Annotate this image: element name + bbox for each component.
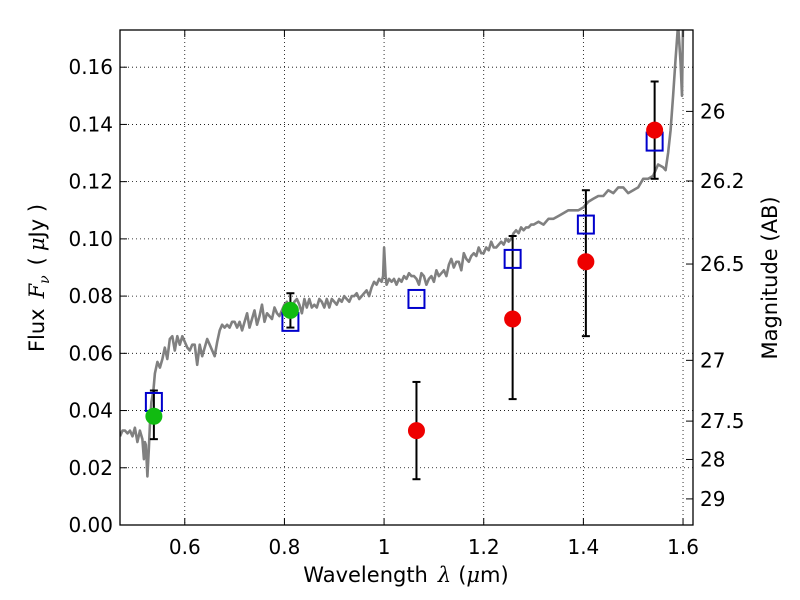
y-axis-subscript: ν [37, 275, 53, 284]
x-axis-symbol: λ [437, 563, 451, 587]
model-point-square [503, 248, 522, 269]
y-axis-label-prefix: Flux [25, 308, 49, 352]
y-tick-label: 0.10 [68, 227, 113, 251]
plot-frame [119, 29, 694, 526]
y-tick-label: 0.04 [68, 399, 113, 423]
y-tick-label: 0.02 [68, 456, 113, 480]
mag-tick-label: 29 [700, 487, 725, 511]
x-tick-label: 1.4 [567, 535, 599, 559]
x-tick-label: 0.8 [269, 535, 301, 559]
data-point-circle [407, 422, 425, 440]
mag-tick-label: 27.5 [700, 409, 745, 433]
data-point-circle [577, 253, 595, 271]
y-tick-label: 0.14 [68, 112, 113, 136]
y-axis-unit-mu: μ [25, 237, 49, 251]
y-axis-unit-rest: Jy ) [25, 204, 49, 240]
x-axis-unit-open: ( [458, 563, 466, 587]
grid [120, 30, 693, 526]
mag-tick-label: 28 [700, 447, 725, 471]
y-axis-unit-open: ( [25, 257, 49, 265]
x-axis-label-prefix: Wavelength [303, 563, 428, 587]
mag-tick-label: 26.5 [700, 252, 745, 276]
x-tick-label: 1.6 [667, 535, 699, 559]
spectrum-layer [120, 30, 685, 478]
data-point-circle [281, 301, 299, 319]
mag-tick-label: 26 [700, 99, 725, 123]
model-point-square [407, 288, 426, 309]
model-point-square [576, 214, 595, 235]
markers [144, 121, 664, 440]
y-axis-label: Flux Fν ( μJy ) [25, 204, 53, 352]
y-tick-label: 0.06 [68, 341, 113, 365]
axis-tick-labels: 0.6 0.8 1 1.2 1.4 1.6 0.00 0.02 0.04 0.06 0.08 0.10… [68, 55, 744, 559]
data-point-circle [145, 407, 163, 425]
x-axis-label: Wavelength λ (μm) [303, 563, 508, 587]
x-axis-unit-rest: m) [480, 563, 509, 587]
model-spectrum-line [120, 30, 685, 478]
data-point-circle [504, 310, 522, 328]
y2-axis-label: Magnitude (AB) [758, 196, 782, 359]
mag-tick-label: 27 [700, 348, 725, 372]
mag-tick-label: 26.2 [700, 169, 745, 193]
x-tick-label: 1.2 [468, 535, 500, 559]
x-tick-label: 0.6 [169, 535, 201, 559]
y-tick-label: 0.08 [68, 284, 113, 308]
y-tick-label: 0.00 [68, 513, 113, 537]
axis-ticks [120, 30, 693, 526]
y-axis-symbol: F [25, 282, 49, 299]
x-axis-unit-mu: μ [466, 563, 480, 587]
y-tick-label: 0.12 [68, 170, 113, 194]
data-point-circle [646, 121, 664, 139]
x-tick-label: 1 [378, 535, 391, 559]
y-tick-label: 0.16 [68, 55, 113, 79]
